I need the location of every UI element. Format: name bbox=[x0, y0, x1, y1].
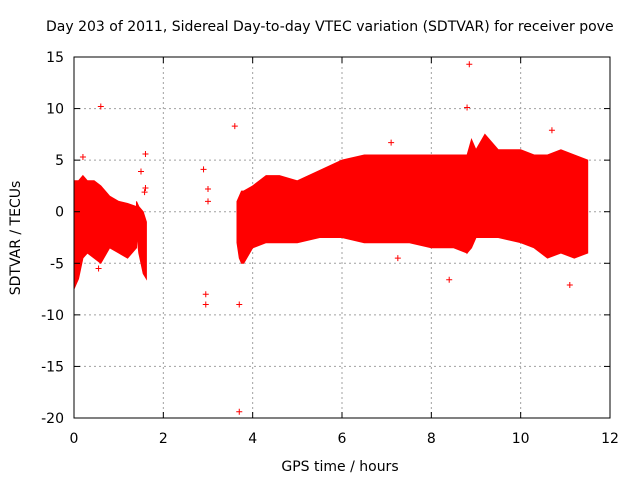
band-segment-1 bbox=[73, 174, 137, 290]
x-tick-label: 0 bbox=[70, 431, 79, 447]
x-tick-label: 2 bbox=[159, 431, 168, 447]
y-tick-label: 0 bbox=[55, 205, 64, 221]
data-point bbox=[205, 198, 211, 205]
data-point bbox=[95, 265, 102, 272]
data-point bbox=[466, 61, 473, 68]
data-point bbox=[202, 291, 209, 298]
data-point bbox=[202, 301, 209, 308]
ticks: 0 2 4 6 8 10 12 -20 -15 -10 -5 0 5 10 15 bbox=[41, 50, 619, 447]
y-tick-label: -5 bbox=[50, 256, 64, 272]
data-point bbox=[231, 123, 238, 130]
data-point bbox=[79, 154, 86, 161]
y-tick-label: -15 bbox=[41, 359, 64, 375]
x-tick-label: 4 bbox=[248, 431, 257, 447]
data-bands bbox=[73, 133, 589, 290]
chart-title: Day 203 of 2011, Sidereal Day-to-day VTE… bbox=[46, 19, 614, 35]
data-point bbox=[97, 103, 104, 110]
data-point bbox=[548, 127, 555, 134]
y-tick-label: 10 bbox=[46, 102, 64, 118]
y-axis-label: SDTVAR / TECUs bbox=[8, 181, 24, 296]
data-point bbox=[236, 301, 243, 308]
data-point bbox=[566, 281, 573, 288]
data-point bbox=[388, 139, 395, 146]
x-tick-label: 10 bbox=[512, 431, 530, 447]
x-axis-label: GPS time / hours bbox=[281, 459, 398, 475]
y-tick-label: 5 bbox=[55, 153, 64, 169]
x-tick-label: 6 bbox=[338, 431, 347, 447]
data-point bbox=[200, 166, 207, 173]
x-tick-label: 12 bbox=[601, 431, 619, 447]
x-tick-label: 8 bbox=[427, 431, 436, 447]
data-point bbox=[142, 150, 149, 157]
data-point bbox=[205, 186, 211, 193]
data-point bbox=[142, 184, 149, 191]
data-point bbox=[394, 255, 401, 262]
data-point bbox=[236, 408, 243, 415]
data-point bbox=[464, 104, 471, 111]
data-point bbox=[138, 168, 144, 175]
band-segment-2 bbox=[136, 201, 147, 281]
y-tick-label: -20 bbox=[41, 411, 64, 427]
y-tick-label: 15 bbox=[46, 50, 64, 66]
data-point bbox=[141, 189, 148, 196]
y-tick-label: -10 bbox=[41, 308, 64, 324]
data-point bbox=[446, 276, 453, 283]
band-segment-4 bbox=[466, 133, 589, 259]
data-points bbox=[79, 61, 573, 415]
band-segment-3 bbox=[236, 154, 468, 264]
